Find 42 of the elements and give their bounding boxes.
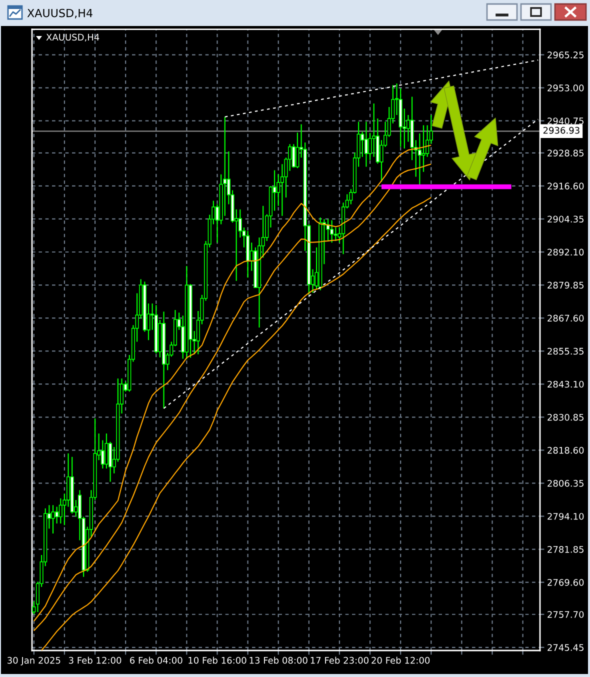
candlestick xyxy=(154,304,158,354)
x-tick-label: 3 Feb 12:00 xyxy=(68,656,122,664)
y-tick-label: 2745.45 xyxy=(548,644,584,651)
x-tick-label: 10 Feb 16:00 xyxy=(188,656,246,664)
candlestick xyxy=(58,498,62,524)
x-tick-label: 30 Jan 2025 xyxy=(8,656,60,666)
y-tick-label: 2855.35 xyxy=(548,348,584,355)
y-tick-label: 2781.85 xyxy=(548,546,584,553)
y-tick-label: 2843.10 xyxy=(548,380,584,388)
candlestick xyxy=(70,456,74,514)
y-tick-label: 2892.10 xyxy=(548,248,584,256)
y-tick-label: 2965.25 xyxy=(548,52,584,58)
y-tick-label: 2904.35 xyxy=(548,216,584,223)
y-tick-label: 2916.60 xyxy=(548,182,584,190)
candlestick xyxy=(398,88,402,148)
x-tick-label: 6 Feb 04:00 xyxy=(130,656,182,664)
candlestick xyxy=(104,432,108,470)
candlestick xyxy=(246,230,250,278)
chart-title: XAUUSD,H4 xyxy=(27,8,92,18)
candlestick xyxy=(364,121,368,168)
y-tick-label: 2953.00 xyxy=(548,84,584,92)
candlestick xyxy=(184,265,188,360)
y-tick-label: 2757.70 xyxy=(548,611,584,618)
candlestick xyxy=(422,124,426,172)
y-tick-label: 2830.85 xyxy=(548,414,584,421)
y-tick-label: 2818.60 xyxy=(548,446,584,454)
x-tick-label: 17 Feb 23:00 xyxy=(310,656,368,664)
x-tick-label: 20 Feb 12:00 xyxy=(372,656,430,664)
candlestick xyxy=(188,284,192,358)
x-tick-label: 13 Feb 08:00 xyxy=(250,656,308,664)
candlestick xyxy=(55,506,59,524)
y-tick-label: 2806.35 xyxy=(548,480,584,487)
y-tick-label: 2769.60 xyxy=(548,579,584,586)
candlestick xyxy=(51,504,55,534)
y-tick-label: 2928.85 xyxy=(548,150,584,156)
candlestick xyxy=(330,220,334,244)
y-tick-label: 2867.60 xyxy=(548,314,584,322)
y-tick-label: 2879.85 xyxy=(548,282,584,289)
y-tick-label: 2794.10 xyxy=(548,512,584,520)
chart-subtitle: XAUUSD,H4 xyxy=(46,34,100,42)
y-tick-label: 2940.75 xyxy=(548,118,584,124)
ref-line-label: 2936.93 xyxy=(543,126,580,134)
